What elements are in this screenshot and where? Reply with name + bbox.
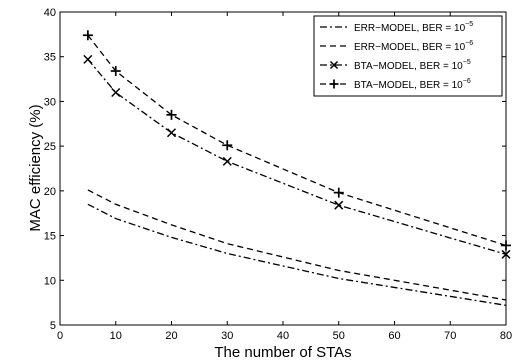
series-line-3: [87, 34, 507, 247]
legend: ERR−MODEL, BER = 10−5 ERR−MODEL, BER = 10…: [313, 15, 503, 97]
data-point: [82, 30, 93, 41]
x-tick-label: 80: [500, 330, 512, 342]
legend-box: [313, 15, 503, 97]
data-point: [110, 66, 121, 77]
data-point: [166, 128, 177, 138]
y-tick-label: 20: [44, 186, 56, 198]
series-line-2: [87, 58, 507, 255]
y-tick-label: 5: [50, 320, 56, 332]
series-markers: [82, 30, 511, 259]
x-tick-label: 40: [277, 330, 289, 342]
series-lines: [87, 34, 507, 306]
data-point: [501, 240, 511, 251]
y-tick-label: 35: [44, 52, 56, 64]
series-line-1: [87, 189, 507, 301]
data-point: [83, 54, 93, 64]
x-tick-label: 70: [444, 330, 456, 342]
legend-label: ERR−MODEL, BER = 10−6: [354, 40, 473, 53]
x-tick-label: 10: [110, 330, 122, 342]
y-axis-title: MAC efficiency (%): [27, 104, 44, 231]
legend-label: ERR−MODEL, BER = 10−5: [354, 21, 473, 34]
legend-entry: ERR−MODEL, BER = 10−6: [320, 40, 473, 53]
axis-ticks: 0 10 20 30 40 50 60 70 80 5 10 15 20 25 30 35 40: [44, 7, 512, 342]
x-tick-label: 0: [57, 330, 63, 342]
x-tick-label: 50: [333, 330, 345, 342]
data-point: [166, 109, 177, 120]
y-tick-label: 40: [44, 7, 56, 19]
series-line-0: [87, 203, 507, 306]
legend-entry: ERR−MODEL, BER = 10−5: [320, 21, 473, 34]
y-tick-label: 15: [44, 231, 56, 243]
y-tick-label: 30: [44, 96, 56, 108]
legend-entry: BTA−MODEL, BER = 10−5: [320, 59, 471, 72]
data-point: [111, 87, 121, 98]
data-point: [501, 249, 511, 259]
y-tick-label: 25: [44, 141, 56, 153]
data-point: [222, 156, 232, 166]
x-tick-label: 30: [221, 330, 233, 342]
legend-entry: BTA−MODEL, BER = 10−6: [320, 78, 471, 91]
x-tick-label: 20: [165, 330, 177, 342]
legend-label: BTA−MODEL, BER = 10−6: [354, 78, 471, 91]
y-tick-label: 10: [44, 275, 56, 287]
data-point: [334, 200, 344, 210]
data-point: [333, 187, 344, 198]
x-axis-title: The number of STAs: [214, 344, 351, 361]
data-point: [222, 140, 233, 151]
legend-label: BTA−MODEL, BER = 10−5: [354, 59, 471, 72]
x-tick-label: 60: [388, 330, 400, 342]
